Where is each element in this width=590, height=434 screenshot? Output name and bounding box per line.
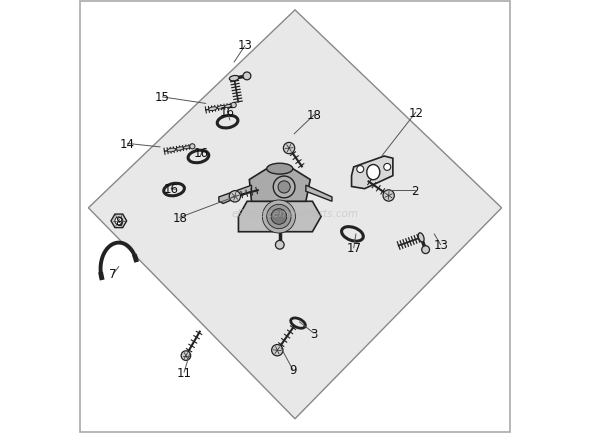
Ellipse shape xyxy=(167,149,176,152)
Circle shape xyxy=(243,73,251,81)
Text: 18: 18 xyxy=(307,108,322,122)
Polygon shape xyxy=(111,214,127,228)
Circle shape xyxy=(278,181,290,194)
Text: 13: 13 xyxy=(433,239,448,252)
Text: 9: 9 xyxy=(289,363,297,376)
Polygon shape xyxy=(238,202,321,232)
Circle shape xyxy=(276,241,284,250)
Circle shape xyxy=(115,217,123,225)
Polygon shape xyxy=(250,169,310,202)
Text: 16: 16 xyxy=(194,147,209,160)
Circle shape xyxy=(283,143,294,155)
Text: 16: 16 xyxy=(163,182,179,195)
Circle shape xyxy=(383,191,394,202)
Circle shape xyxy=(190,145,195,150)
Circle shape xyxy=(231,103,236,108)
Circle shape xyxy=(384,164,391,171)
Text: 8: 8 xyxy=(115,216,123,229)
Text: 18: 18 xyxy=(172,211,187,224)
Ellipse shape xyxy=(230,76,239,82)
Circle shape xyxy=(357,166,363,173)
Ellipse shape xyxy=(176,148,183,151)
Text: 2: 2 xyxy=(411,184,418,197)
Text: 7: 7 xyxy=(109,268,117,281)
Circle shape xyxy=(273,177,295,198)
Text: eReplacementParts.com: eReplacementParts.com xyxy=(231,209,359,218)
Polygon shape xyxy=(352,157,393,189)
Text: 11: 11 xyxy=(176,366,192,379)
Text: 16: 16 xyxy=(220,105,235,118)
Ellipse shape xyxy=(418,233,424,243)
Ellipse shape xyxy=(183,147,190,149)
Circle shape xyxy=(229,191,241,203)
Text: 15: 15 xyxy=(155,91,170,104)
Polygon shape xyxy=(219,186,251,204)
Circle shape xyxy=(181,351,191,361)
Ellipse shape xyxy=(267,164,293,174)
Text: 17: 17 xyxy=(346,242,361,255)
Circle shape xyxy=(263,201,296,233)
Text: 3: 3 xyxy=(310,327,317,340)
Polygon shape xyxy=(88,11,502,419)
Circle shape xyxy=(422,246,430,254)
Circle shape xyxy=(271,209,287,225)
Ellipse shape xyxy=(208,108,217,111)
Ellipse shape xyxy=(367,165,380,181)
Text: 12: 12 xyxy=(408,106,424,119)
Circle shape xyxy=(267,205,291,229)
Circle shape xyxy=(271,345,283,356)
Text: 14: 14 xyxy=(120,138,135,151)
Ellipse shape xyxy=(217,106,225,110)
Ellipse shape xyxy=(225,105,231,108)
Polygon shape xyxy=(306,186,332,202)
Text: 13: 13 xyxy=(238,39,253,52)
